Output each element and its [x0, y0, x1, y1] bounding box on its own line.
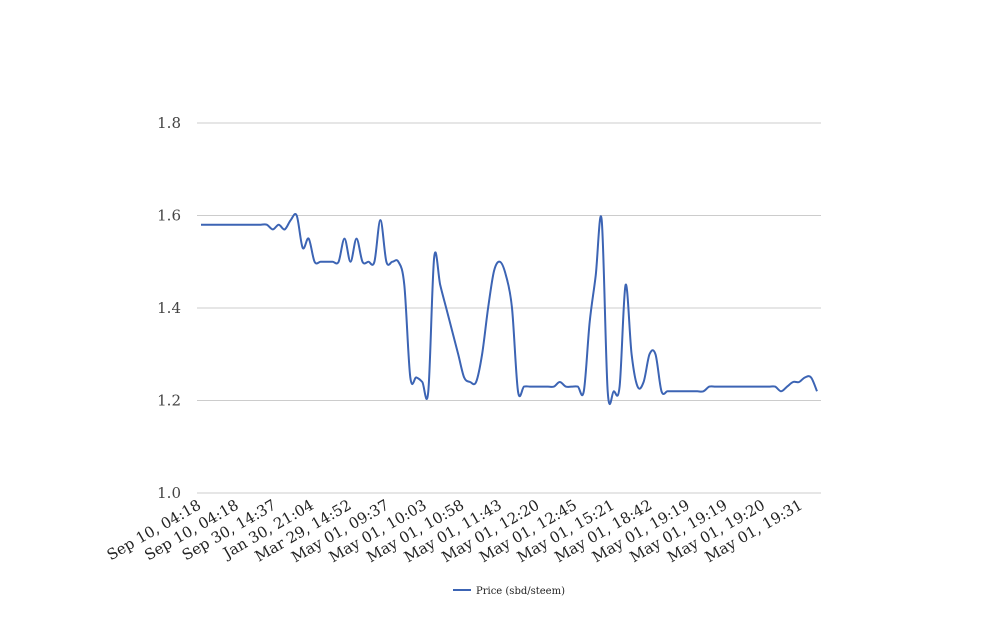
- gridlines: [197, 122, 821, 494]
- series-layer: [201, 212, 818, 406]
- y-tick-label: 1.4: [157, 299, 181, 317]
- y-tick-label: 1.2: [157, 392, 181, 410]
- y-tick-label: 1.6: [157, 207, 181, 225]
- series-line-price: [201, 212, 818, 406]
- y-tick-label: 1.8: [157, 114, 181, 132]
- legend-label: Price (sbd/steem): [476, 586, 565, 597]
- legend[interactable]: Price (sbd/steem): [453, 586, 565, 597]
- y-tick-label: 1.0: [157, 484, 181, 502]
- y-axis-ticks: 1.0 1.2 1.4 1.6 1.8: [157, 114, 181, 502]
